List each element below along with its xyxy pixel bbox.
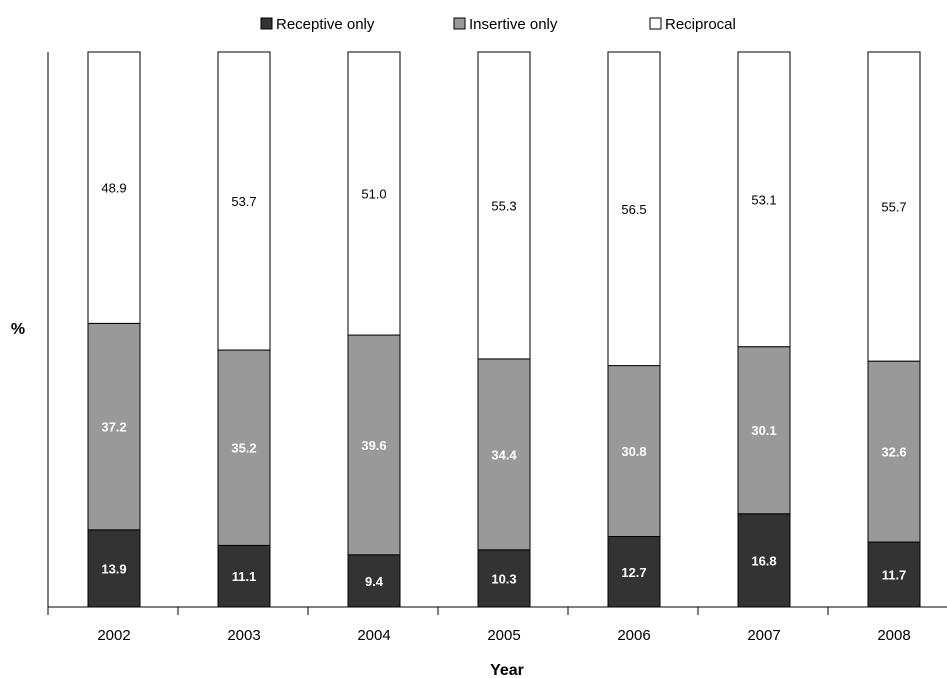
legend-swatch-insertive-only	[453, 17, 466, 30]
data-label-reciprocal: 48.9	[101, 181, 126, 196]
bar-segment-reciprocal	[867, 51, 921, 362]
data-label-reciprocal: 53.7	[231, 194, 256, 209]
bar-segment-insertive-only	[737, 346, 791, 515]
legend-swatch-receptive-only	[260, 17, 273, 30]
bar-segment-receptive-only	[477, 549, 531, 608]
bar-segment-reciprocal	[87, 51, 141, 324]
legend-label-insertive-only: Insertive only	[469, 16, 558, 33]
bar-segment-receptive-only	[737, 513, 791, 608]
data-label-insertive-only: 30.1	[751, 423, 776, 438]
data-label-reciprocal: 56.5	[621, 202, 646, 217]
data-label-reciprocal: 55.3	[491, 198, 516, 213]
x-axis-title: Year	[490, 662, 524, 678]
x-axis-ticks: 2002 2003 2004 2005 2006 2007 2008	[47, 607, 911, 644]
data-label-receptive-only: 16.8	[751, 553, 776, 568]
bar-segment-insertive-only	[347, 334, 401, 556]
bar-segment-receptive-only	[87, 529, 141, 608]
data-label-receptive-only: 10.3	[491, 571, 516, 586]
data-label-receptive-only: 11.1	[232, 569, 257, 584]
legend-label-reciprocal: Reciprocal	[665, 16, 736, 33]
data-label-receptive-only: 9.4	[365, 574, 384, 589]
data-label-receptive-only: 12.7	[621, 565, 646, 580]
data-label-insertive-only: 30.8	[621, 444, 646, 459]
x-tick-label: 2003	[227, 627, 260, 644]
bar-segment-reciprocal	[347, 51, 401, 336]
data-label-reciprocal: 53.1	[751, 192, 776, 207]
data-label-insertive-only: 32.6	[881, 445, 906, 460]
bar-segment-insertive-only	[87, 322, 141, 531]
bar-segment-insertive-only	[477, 358, 531, 551]
legend-label-receptive-only: Receptive only	[276, 16, 375, 33]
bar-segment-insertive-only	[867, 360, 921, 543]
data-label-insertive-only: 39.6	[361, 438, 386, 453]
data-label-receptive-only: 13.9	[101, 561, 126, 576]
bar-segment-insertive-only	[217, 349, 271, 546]
data-label-reciprocal: 51.0	[361, 187, 386, 202]
bar-segment-receptive-only	[217, 544, 271, 608]
x-tick-label: 2002	[97, 627, 130, 644]
legend: Receptive only Insertive only Reciprocal	[260, 16, 736, 33]
legend-swatch-reciprocal	[649, 17, 662, 30]
y-axis-title: %	[11, 321, 25, 338]
bar-segment-receptive-only	[867, 541, 921, 608]
data-label-insertive-only: 37.2	[101, 420, 126, 435]
data-label-insertive-only: 34.4	[491, 447, 517, 462]
plot-area: 13.9 37.2 48.9 11.1 35.2 53.7 9.4 39.6 51.0 10.3 3…	[87, 51, 921, 608]
x-tick-label: 2008	[877, 627, 910, 644]
data-label-receptive-only: 11.7	[882, 568, 907, 583]
x-tick-label: 2006	[617, 627, 650, 644]
data-label-insertive-only: 35.2	[231, 441, 256, 456]
x-tick-label: 2004	[357, 627, 390, 644]
bar-segment-reciprocal	[737, 51, 791, 348]
data-label-reciprocal: 55.7	[881, 200, 906, 215]
x-tick-label: 2005	[487, 627, 520, 644]
bar-segment-reciprocal	[477, 51, 531, 360]
x-tick-label: 2007	[747, 627, 780, 644]
bar-segment-reciprocal	[607, 51, 661, 367]
bar-segment-reciprocal	[217, 51, 271, 351]
